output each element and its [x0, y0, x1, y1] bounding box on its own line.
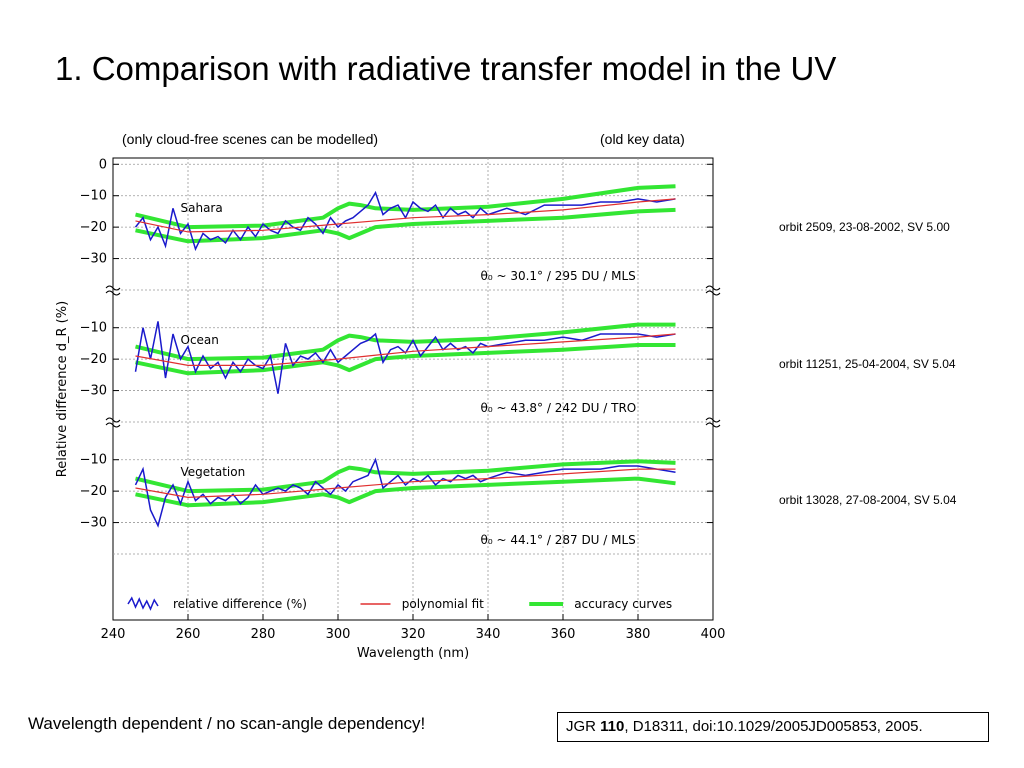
polynomial-fit-line	[135, 468, 676, 499]
citation-volume: 110	[600, 718, 625, 735]
note-cloud-free: (only cloud-free scenes can be modelled)	[122, 131, 379, 147]
panel-annotation: θ₀ ~ 43.8° / 242 DU / TRO	[481, 401, 637, 415]
polynomial-fit-line	[135, 198, 676, 233]
slide-title: 1. Comparison with radiative transfer mo…	[55, 50, 837, 87]
x-tick-label: 340	[476, 627, 501, 642]
x-tick-label: 260	[176, 627, 201, 642]
accuracy-curve-lower	[135, 343, 676, 376]
orbit-label-sahara: orbit 2509, 23-08-2002, SV 5.00	[779, 220, 950, 234]
axis-break-mark	[705, 285, 721, 296]
accuracy-curve-upper	[135, 459, 676, 494]
panel-sahara: 0 −10 −20 −30 Sahara θ₀ ~ 30.1° / 295 DU / ML…	[80, 157, 713, 283]
legend: relative difference (%) polynomial fit acc…	[127, 596, 672, 611]
x-axis-label: Wavelength (nm)	[357, 646, 469, 661]
orbit-label-ocean: orbit 11251, 25-04-2004, SV 5.04	[779, 357, 956, 371]
panel-vegetation: −10 −20 −30 Vegetation θ₀ ~ 44.1° / 287 DU /…	[80, 453, 713, 547]
relative-difference-line	[134, 457, 676, 528]
panel-label: Ocean	[181, 333, 219, 347]
x-tick-label: 240	[101, 627, 126, 642]
accuracy-curve-lower	[135, 207, 676, 244]
accuracy-curve-lower	[135, 476, 676, 508]
x-tick-label: 400	[701, 627, 726, 642]
x-tick-label: 380	[626, 627, 651, 642]
legend-label-relative-difference: relative difference (%)	[173, 597, 307, 611]
y-tick-label: −10	[80, 321, 107, 336]
x-tick-label: 360	[551, 627, 576, 642]
y-tick-label: −30	[80, 516, 107, 531]
note-key-data: (old key data)	[600, 131, 685, 147]
accuracy-curve-upper	[135, 322, 676, 362]
y-tick-label: −30	[80, 384, 107, 399]
footer-statement: Wavelength dependent / no scan-angle dep…	[28, 714, 426, 733]
y-tick-label: −30	[80, 252, 107, 267]
y-tick-label: −20	[80, 220, 107, 235]
axis-break-mark	[705, 417, 721, 428]
relative-difference-chart: 240 260 280 300 320 340 360 380 400 Wavelength (n…	[55, 157, 726, 661]
citation-box: JGR 110, D18311, doi:10.1029/2005JD00585…	[557, 712, 989, 742]
relative-difference-line	[134, 321, 676, 394]
panel-label: Vegetation	[181, 465, 246, 479]
polynomial-fit-line	[135, 333, 676, 366]
legend-swatch-relative-difference	[127, 596, 159, 611]
orbit-label-vegetation: orbit 13028, 27-08-2004, SV 5.04	[779, 493, 957, 507]
y-tick-label: −10	[80, 189, 107, 204]
legend-label-accuracy-curves: accuracy curves	[574, 597, 672, 611]
x-tick-label: 280	[251, 627, 276, 642]
accuracy-curve-upper	[135, 184, 676, 230]
relative-difference-line	[134, 190, 676, 252]
citation-journal: JGR	[566, 718, 601, 735]
x-tick-label: 320	[401, 627, 426, 642]
axis-break-mark	[105, 417, 121, 428]
y-tick-label: −10	[80, 453, 107, 468]
x-tick-label: 300	[326, 627, 351, 642]
panel-annotation: θ₀ ~ 30.1° / 295 DU / MLS	[481, 269, 636, 283]
panel-label: Sahara	[181, 201, 223, 215]
axis-break-mark	[105, 285, 121, 296]
y-axis-label: Relative difference d_R (%)	[55, 301, 70, 477]
panel-ocean: −10 −20 −30 Ocean θ₀ ~ 43.8° / 242 DU / TRO	[80, 321, 713, 415]
y-tick-label: 0	[99, 157, 107, 172]
y-tick-label: −20	[80, 352, 107, 367]
panel-annotation: θ₀ ~ 44.1° / 287 DU / MLS	[481, 533, 636, 547]
legend-label-polynomial-fit: polynomial fit	[402, 597, 484, 611]
citation-details: , D18311, doi:10.1029/2005JD005853, 2005…	[624, 718, 923, 735]
y-tick-label: −20	[80, 484, 107, 499]
